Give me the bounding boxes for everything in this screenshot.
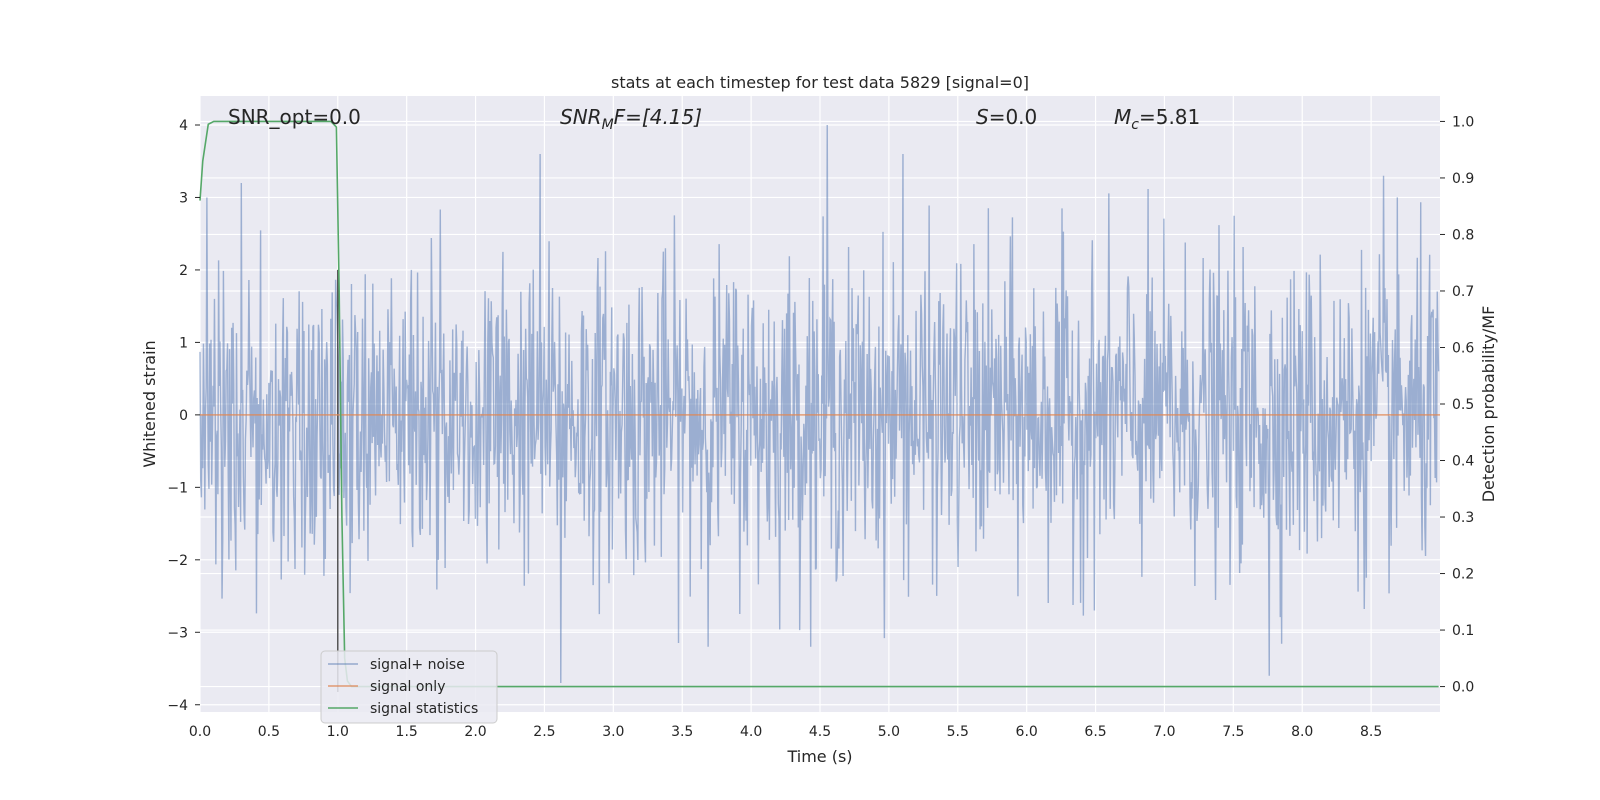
x-tick-label: 5.5 (947, 724, 969, 740)
y-right-tick-label: 0.3 (1452, 510, 1474, 526)
y-right-tick-label: 0.2 (1452, 567, 1474, 583)
y-tick-label: 2 (179, 263, 188, 279)
y-right-tick-label: 0.8 (1452, 227, 1474, 243)
y-right-tick-label: 0.0 (1452, 680, 1474, 696)
x-tick-label: 2.5 (533, 724, 555, 740)
x-tick-label: 4.5 (809, 724, 831, 740)
legend-label-signal-noise: signal+ noise (370, 657, 465, 673)
x-tick-label: 7.5 (1222, 724, 1244, 740)
y-tick-label: 3 (179, 190, 188, 206)
signal-noise-line (199, 124, 1440, 684)
legend-label-signal-statistics: signal statistics (370, 701, 478, 717)
y-right-tick-label: 0.9 (1452, 171, 1474, 187)
y-axis-label: Whitened strain (140, 340, 159, 467)
legend: signal+ noise signal only signal statist… (320, 650, 498, 724)
x-tick-label: 1.0 (327, 724, 349, 740)
annotation-mc-rest: =5.81 (1139, 105, 1200, 129)
x-tick-label: 8.0 (1291, 724, 1313, 740)
y-tick-label: −4 (167, 698, 188, 714)
y-tick-label: 4 (179, 118, 188, 134)
y-tick-label: 0 (179, 408, 188, 424)
series-signal-noise (199, 124, 1440, 684)
series-signal-statistics (199, 120, 1439, 688)
annotation-snr-opt: SNR_opt=0.0 (228, 105, 361, 129)
y-axis-right-label: Detection probability/MF (1479, 306, 1498, 503)
x-tick-label: 0.0 (189, 724, 211, 740)
y-tick-label: 1 (179, 335, 188, 351)
x-tick-label: 4.0 (740, 724, 762, 740)
annotation-s-main: S (976, 105, 989, 129)
y-right-tick-label: 0.5 (1452, 397, 1474, 413)
x-tick-label: 7.0 (1153, 724, 1175, 740)
x-tick-label: 6.0 (1016, 724, 1038, 740)
annotation-snr-mf: SNRMF=[4.15] (560, 105, 702, 133)
x-tick-label: 0.5 (258, 724, 280, 740)
annotation-mc: Mc=5.81 (1114, 105, 1200, 133)
y-tick-label: −3 (167, 625, 188, 641)
y-right-tick-label: 1.0 (1452, 114, 1474, 130)
legend-box (320, 650, 498, 724)
y-right-tick-label: 0.6 (1452, 340, 1474, 356)
x-tick-label: 5.0 (878, 724, 900, 740)
y-tick-label: −1 (167, 480, 188, 496)
x-tick-label: 3.5 (671, 724, 693, 740)
annotation-snr-mf-rest: F=[4.15] (614, 105, 702, 129)
x-tick-label: 1.5 (396, 724, 418, 740)
x-axis-label: Time (s) (786, 747, 852, 766)
annotation-mc-sub: c (1131, 117, 1139, 133)
x-tick-label: 6.5 (1084, 724, 1106, 740)
chart-title: stats at each timestep for test data 582… (611, 73, 1029, 92)
annotation-mc-main: M (1114, 105, 1131, 129)
legend-label-signal-only: signal only (370, 679, 445, 695)
tick-labels: 0.0 0.5 1.0 1.5 2.0 2.5 3.0 3.5 4.0 4.5 5.0 5.5 6.0 6… (167, 114, 1474, 740)
x-tick-label: 2.0 (464, 724, 486, 740)
y-tick-label: −2 (167, 553, 188, 569)
annotation-snr-mf-main: SNR (560, 105, 602, 129)
annotation-s: S=0.0 (976, 105, 1037, 129)
signal-statistics-line (199, 120, 1439, 688)
y-right-tick-label: 0.7 (1452, 284, 1474, 300)
y-right-tick-label: 0.1 (1452, 623, 1474, 639)
x-tick-label: 8.5 (1360, 724, 1382, 740)
annotation-s-rest: =0.0 (989, 105, 1038, 129)
x-tick-label: 3.0 (602, 724, 624, 740)
y-right-tick-label: 0.4 (1452, 454, 1474, 470)
annotation-snr-mf-sub: M (602, 117, 614, 133)
